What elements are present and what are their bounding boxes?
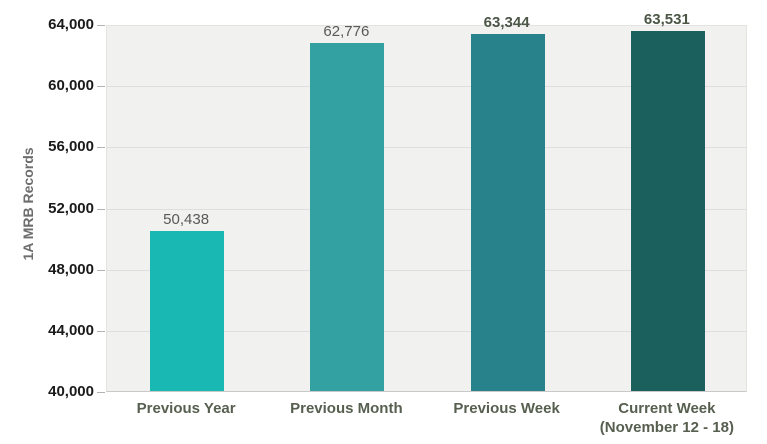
- bar-previous-month: [310, 42, 385, 391]
- plot-area: [106, 25, 747, 392]
- y-tick-label: 60,000: [48, 77, 94, 95]
- x-axis-label-previous-year: Previous Year: [98, 399, 274, 418]
- y-tick-mark: [97, 147, 105, 149]
- gridline-56000: [107, 147, 746, 149]
- y-tick-label: 40,000: [48, 383, 94, 400]
- y-tick-mark: [97, 330, 105, 332]
- y-tick-label: 44,000: [48, 321, 94, 339]
- x-axis-label-line: Previous Week: [453, 400, 560, 417]
- y-tick-mark: [97, 86, 105, 88]
- y-tick-label: 48,000: [48, 260, 94, 278]
- x-axis-label-line: Previous Year: [136, 400, 236, 417]
- value-label-previous-year: 50,438: [163, 211, 210, 229]
- x-axis-label-previous-month: Previous Month: [258, 399, 434, 418]
- gridline-60000: [107, 86, 746, 88]
- x-axis-label-previous-week: Previous Week: [419, 399, 595, 418]
- y-tick-mark: [97, 25, 105, 26]
- gridline-44000: [107, 330, 746, 332]
- y-tick-label: 52,000: [48, 199, 94, 217]
- x-axis-label-current-week: Current Week (November 12 - 18): [579, 399, 755, 437]
- value-label-previous-week: 63,344: [483, 14, 530, 32]
- gridline-48000: [107, 269, 746, 271]
- value-label-previous-month: 62,776: [323, 22, 370, 40]
- y-tick-mark: [97, 208, 105, 210]
- gridline-52000: [107, 208, 746, 210]
- y-tick-label: 56,000: [48, 138, 94, 156]
- y-tick-label: 64,000: [48, 16, 94, 33]
- y-tick-mark: [97, 269, 105, 271]
- x-axis-label-line: Previous Month: [290, 400, 403, 417]
- value-label-current-week: 63,531: [643, 11, 690, 29]
- x-axis-label-line: (November 12 - 18): [599, 419, 734, 436]
- bar-previous-year: [150, 231, 225, 391]
- y-tick-mark: [97, 392, 105, 393]
- bar-previous-week: [470, 34, 545, 391]
- bar-current-week: [630, 31, 705, 391]
- x-axis-label-line: Current Week: [618, 400, 716, 417]
